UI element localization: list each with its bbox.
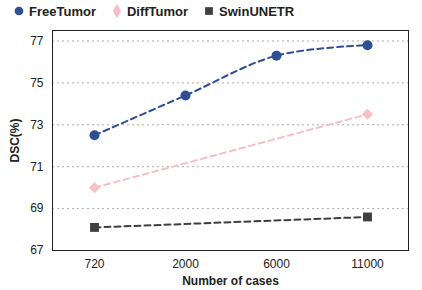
svg-text:73: 73 bbox=[30, 118, 44, 132]
svg-text:69: 69 bbox=[30, 201, 44, 215]
html-text:DiffTumor: DiffTumor bbox=[126, 3, 189, 19]
svg-text:75: 75 bbox=[30, 76, 44, 90]
svg-text:77: 77 bbox=[30, 34, 44, 48]
html-text:FreeTumor: FreeTumor bbox=[29, 3, 96, 19]
svg-text:720: 720 bbox=[84, 257, 104, 271]
svg-text:Number of cases: Number of cases bbox=[182, 274, 279, 288]
svg-text:DSC(%): DSC(%) bbox=[8, 118, 22, 162]
svg-text:71: 71 bbox=[30, 160, 44, 174]
svg-text:67: 67 bbox=[30, 243, 44, 257]
svg-text:2000: 2000 bbox=[172, 257, 199, 271]
svg-text:11000: 11000 bbox=[351, 257, 384, 271]
svg-text:6000: 6000 bbox=[263, 257, 290, 271]
html-text:SwinUNETR: SwinUNETR bbox=[219, 3, 295, 19]
